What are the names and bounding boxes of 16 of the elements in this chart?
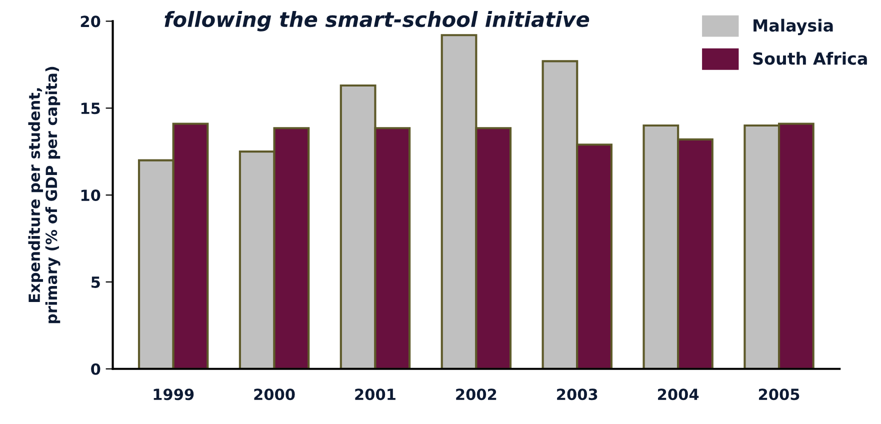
chart-title: following the smart-school initiative [164,11,590,32]
x-tick-label: 1999 [154,388,194,400]
x-tick-label: 2004 [658,388,699,400]
y-tick-label: 10 [81,190,100,202]
x-tick-label: 2000 [254,388,295,400]
legend-label: South Africa [753,52,867,65]
y-tick-label: 15 [81,102,100,114]
y-tick-label: 20 [80,16,100,28]
x-tick-label: 2005 [758,388,800,400]
legend-label: Malaysia [754,18,833,36]
x-tick-label: 2001 [355,388,396,400]
y-tick-label: 5 [92,276,100,288]
y-tick-label: 0 [91,363,100,375]
y-axis-title: Expenditure per student, primary (% of GDP per capita) [28,66,60,324]
x-tick-label: 2003 [557,388,598,400]
x-tick-label: 2002 [456,388,496,400]
